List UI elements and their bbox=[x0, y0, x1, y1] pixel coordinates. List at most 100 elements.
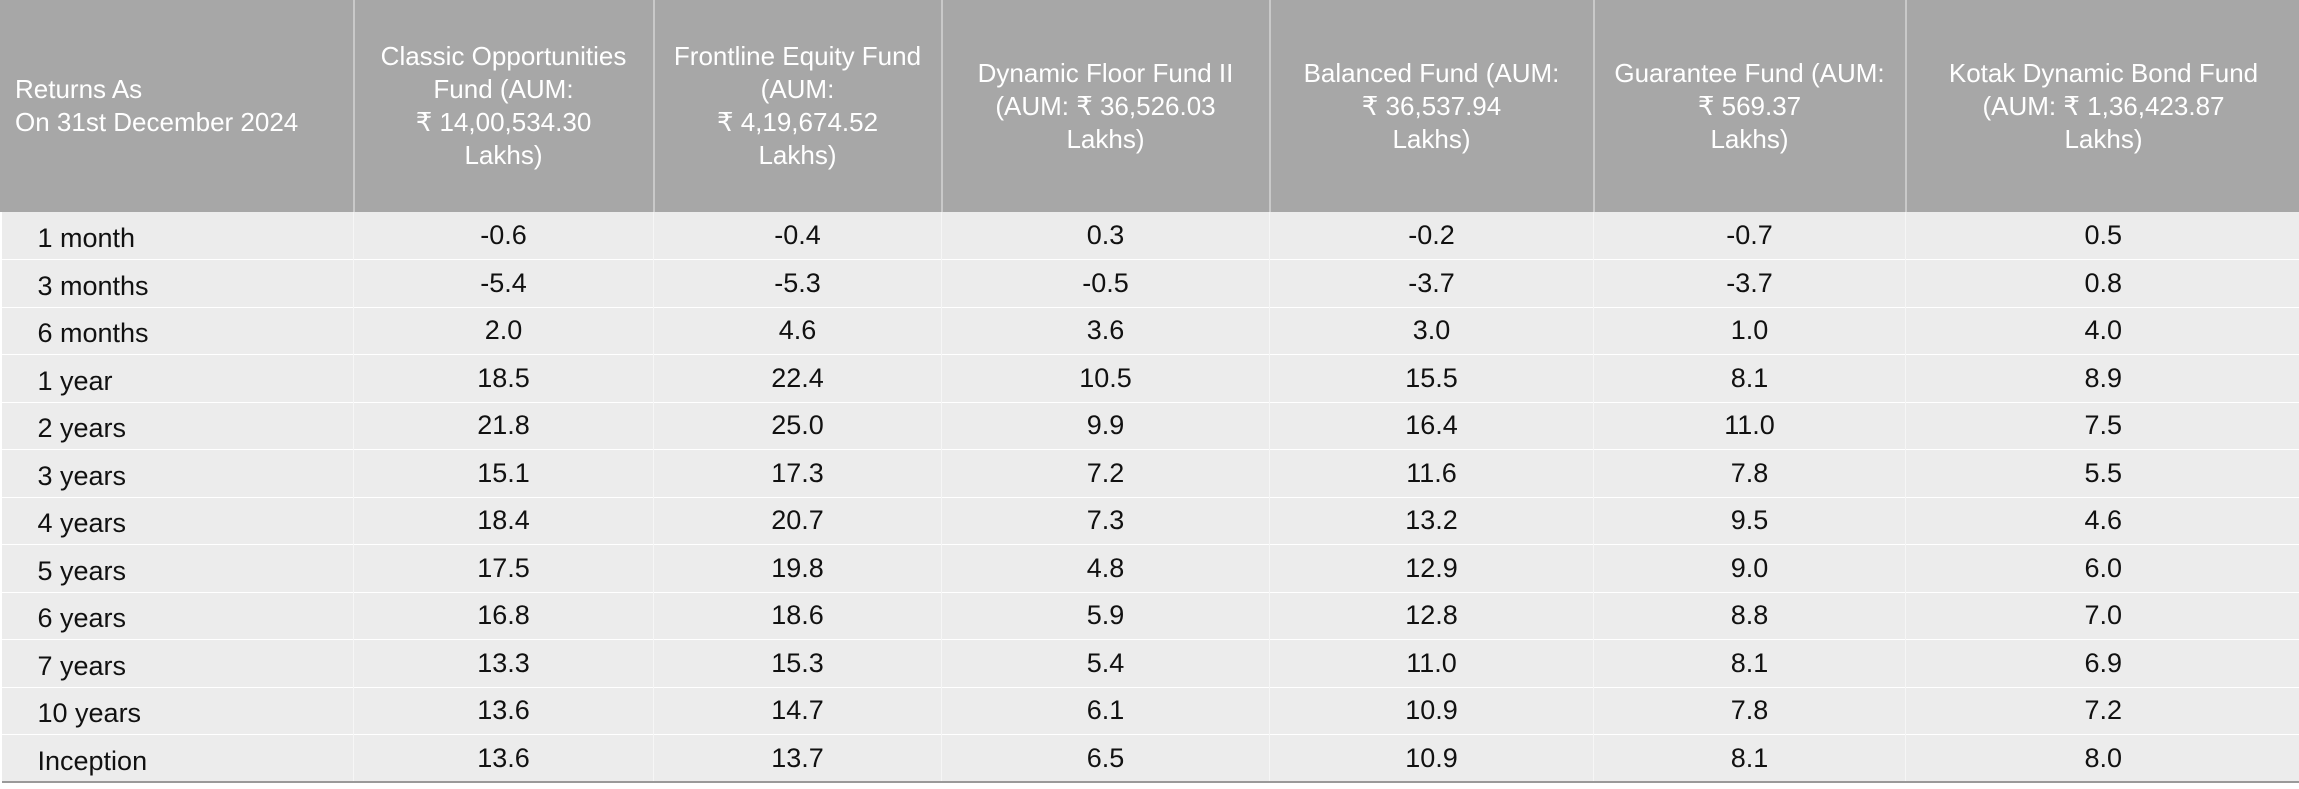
period-label: 2 years bbox=[1, 401, 354, 450]
return-cell-dynamic-floor-fund-ii: 3.6 bbox=[941, 306, 1270, 355]
return-cell-kotak-dynamic-bond-fund: 7.5 bbox=[1905, 401, 2299, 450]
period-label: 3 years bbox=[1, 449, 354, 497]
header-line: Balanced Fund (AUM: bbox=[1303, 57, 1560, 88]
return-cell-balanced-fund: 3.0 bbox=[1269, 306, 1594, 355]
return-cell-guarantee-fund: 8.8 bbox=[1593, 591, 1906, 640]
return-cell-guarantee-fund: 8.1 bbox=[1593, 639, 1906, 687]
table-row: 1 year 18.5 22.4 10.5 15.5 8.1 8.9 bbox=[1, 354, 2299, 402]
return-cell-classic-opportunities-fund: 15.1 bbox=[353, 449, 654, 497]
header-line: (AUM: ₹ 36,526.03 bbox=[995, 90, 1216, 121]
returns-as-label: Returns As bbox=[15, 74, 143, 104]
header-line: Lakhs) bbox=[464, 140, 543, 170]
return-cell-dynamic-floor-fund-ii: 5.9 bbox=[941, 591, 1270, 640]
return-cell-classic-opportunities-fund: 18.5 bbox=[353, 354, 654, 402]
return-cell-kotak-dynamic-bond-fund: 6.0 bbox=[1905, 544, 2299, 592]
return-cell-guarantee-fund: 8.1 bbox=[1593, 354, 1906, 402]
period-label: 1 month bbox=[1, 212, 354, 260]
return-cell-guarantee-fund: -3.7 bbox=[1593, 259, 1906, 307]
return-cell-frontline-equity-fund: 14.7 bbox=[653, 686, 942, 735]
period-label: 6 years bbox=[1, 591, 354, 640]
column-header-classic-opportunities-fund: Classic Opportunities Fund (AUM: ₹ 14,00… bbox=[352, 0, 654, 212]
return-cell-frontline-equity-fund: 22.4 bbox=[653, 354, 942, 402]
header-line: Lakhs) bbox=[1710, 123, 1789, 154]
return-cell-dynamic-floor-fund-ii: 6.1 bbox=[941, 686, 1270, 735]
period-label: 1 year bbox=[1, 354, 354, 402]
return-cell-kotak-dynamic-bond-fund: 8.9 bbox=[1905, 354, 2299, 402]
return-cell-dynamic-floor-fund-ii: -0.5 bbox=[941, 259, 1270, 307]
return-cell-kotak-dynamic-bond-fund: 0.5 bbox=[1905, 212, 2299, 260]
return-cell-balanced-fund: -3.7 bbox=[1269, 259, 1594, 307]
return-cell-frontline-equity-fund: 20.7 bbox=[653, 496, 942, 545]
return-cell-kotak-dynamic-bond-fund: 0.8 bbox=[1905, 259, 2299, 307]
column-header-balanced-fund: Balanced Fund (AUM: ₹ 36,537.94 Lakhs) bbox=[1268, 0, 1594, 212]
header-line: Kotak Dynamic Bond Fund bbox=[1948, 57, 2259, 88]
return-cell-dynamic-floor-fund-ii: 5.4 bbox=[941, 639, 1270, 687]
return-cell-guarantee-fund: 7.8 bbox=[1593, 686, 1906, 735]
header-line: ₹ 4,19,674.52 bbox=[716, 107, 879, 137]
return-cell-frontline-equity-fund: 19.8 bbox=[653, 544, 942, 592]
return-cell-balanced-fund: 15.5 bbox=[1269, 354, 1594, 402]
return-cell-kotak-dynamic-bond-fund: 6.9 bbox=[1905, 639, 2299, 687]
return-cell-frontline-equity-fund: 25.0 bbox=[653, 401, 942, 450]
column-header-guarantee-fund: Guarantee Fund (AUM: ₹ 569.37 Lakhs) bbox=[1592, 0, 1906, 212]
return-cell-guarantee-fund: 7.8 bbox=[1593, 449, 1906, 497]
header-row: Returns As On 31st December 2024 Classic… bbox=[0, 0, 2299, 212]
return-cell-kotak-dynamic-bond-fund: 5.5 bbox=[1905, 449, 2299, 497]
return-cell-frontline-equity-fund: 15.3 bbox=[653, 639, 942, 687]
column-header-frontline-equity-fund: Frontline Equity Fund (AUM: ₹ 4,19,674.5… bbox=[652, 0, 942, 212]
return-cell-balanced-fund: 11.6 bbox=[1269, 449, 1594, 497]
table-row: 7 years 13.3 15.3 5.4 11.0 8.1 6.9 bbox=[1, 639, 2299, 687]
period-label: 5 years bbox=[1, 544, 354, 592]
period-label: 7 years bbox=[1, 639, 354, 687]
return-cell-balanced-fund: 12.9 bbox=[1269, 544, 1594, 592]
return-cell-balanced-fund: 13.2 bbox=[1269, 496, 1594, 545]
return-cell-frontline-equity-fund: 4.6 bbox=[653, 306, 942, 355]
return-cell-classic-opportunities-fund: 18.4 bbox=[353, 496, 654, 545]
period-label: 6 months bbox=[1, 306, 354, 355]
table-row: Inception 13.6 13.7 6.5 10.9 8.1 8.0 bbox=[1, 734, 2299, 783]
return-cell-balanced-fund: 11.0 bbox=[1269, 639, 1594, 687]
period-label: 10 years bbox=[1, 686, 354, 735]
return-cell-classic-opportunities-fund: 13.3 bbox=[353, 639, 654, 687]
table-row: 4 years 18.4 20.7 7.3 13.2 9.5 4.6 bbox=[1, 496, 2299, 545]
header-line: ₹ 569.37 bbox=[1697, 90, 1802, 121]
table-body: 1 month -0.6 -0.4 0.3 -0.2 -0.7 0.5 3 months -5.… bbox=[1, 212, 2299, 783]
column-header-dynamic-floor-fund-ii: Dynamic Floor Fund II (AUM: ₹ 36,526.03 … bbox=[940, 0, 1270, 212]
return-cell-balanced-fund: 16.4 bbox=[1269, 401, 1594, 450]
table-row: 2 years 21.8 25.0 9.9 16.4 11.0 7.5 bbox=[1, 401, 2299, 450]
return-cell-kotak-dynamic-bond-fund: 7.0 bbox=[1905, 591, 2299, 640]
table-row: 1 month -0.6 -0.4 0.3 -0.2 -0.7 0.5 bbox=[1, 212, 2299, 260]
return-cell-balanced-fund: -0.2 bbox=[1269, 212, 1594, 260]
return-cell-kotak-dynamic-bond-fund: 4.0 bbox=[1905, 306, 2299, 355]
return-cell-classic-opportunities-fund: 2.0 bbox=[353, 306, 654, 355]
return-cell-balanced-fund: 10.9 bbox=[1269, 686, 1594, 735]
header-line: Lakhs) bbox=[758, 140, 837, 170]
column-header-kotak-dynamic-bond-fund: Kotak Dynamic Bond Fund (AUM: ₹ 1,36,423… bbox=[1904, 0, 2299, 212]
header-line: Lakhs) bbox=[1066, 123, 1145, 154]
header-line: (AUM: ₹ 1,36,423.87 bbox=[1982, 90, 2225, 121]
return-cell-guarantee-fund: 11.0 bbox=[1593, 401, 1906, 450]
return-cell-frontline-equity-fund: 17.3 bbox=[653, 449, 942, 497]
return-cell-balanced-fund: 12.8 bbox=[1269, 591, 1594, 640]
return-cell-guarantee-fund: 9.0 bbox=[1593, 544, 1906, 592]
header-line: Lakhs) bbox=[2064, 123, 2143, 154]
return-cell-kotak-dynamic-bond-fund: 4.6 bbox=[1905, 496, 2299, 545]
return-cell-classic-opportunities-fund: 13.6 bbox=[353, 734, 654, 783]
table-row: 3 months -5.4 -5.3 -0.5 -3.7 -3.7 0.8 bbox=[1, 259, 2299, 307]
return-cell-guarantee-fund: -0.7 bbox=[1593, 212, 1906, 260]
table-row: 3 years 15.1 17.3 7.2 11.6 7.8 5.5 bbox=[1, 449, 2299, 497]
return-cell-classic-opportunities-fund: 16.8 bbox=[353, 591, 654, 640]
return-cell-dynamic-floor-fund-ii: 7.2 bbox=[941, 449, 1270, 497]
return-cell-classic-opportunities-fund: -0.6 bbox=[353, 212, 654, 260]
period-label: 4 years bbox=[1, 496, 354, 545]
return-cell-dynamic-floor-fund-ii: 7.3 bbox=[941, 496, 1270, 545]
return-cell-guarantee-fund: 8.1 bbox=[1593, 734, 1906, 783]
return-cell-kotak-dynamic-bond-fund: 8.0 bbox=[1905, 734, 2299, 783]
period-label: Inception bbox=[1, 734, 354, 783]
header-line: Frontline Equity Fund bbox=[673, 41, 922, 71]
return-cell-classic-opportunities-fund: 21.8 bbox=[353, 401, 654, 450]
header-line: ₹ 36,537.94 bbox=[1361, 90, 1502, 121]
header-line: ₹ 14,00,534.30 bbox=[415, 107, 592, 137]
return-cell-frontline-equity-fund: 13.7 bbox=[653, 734, 942, 783]
